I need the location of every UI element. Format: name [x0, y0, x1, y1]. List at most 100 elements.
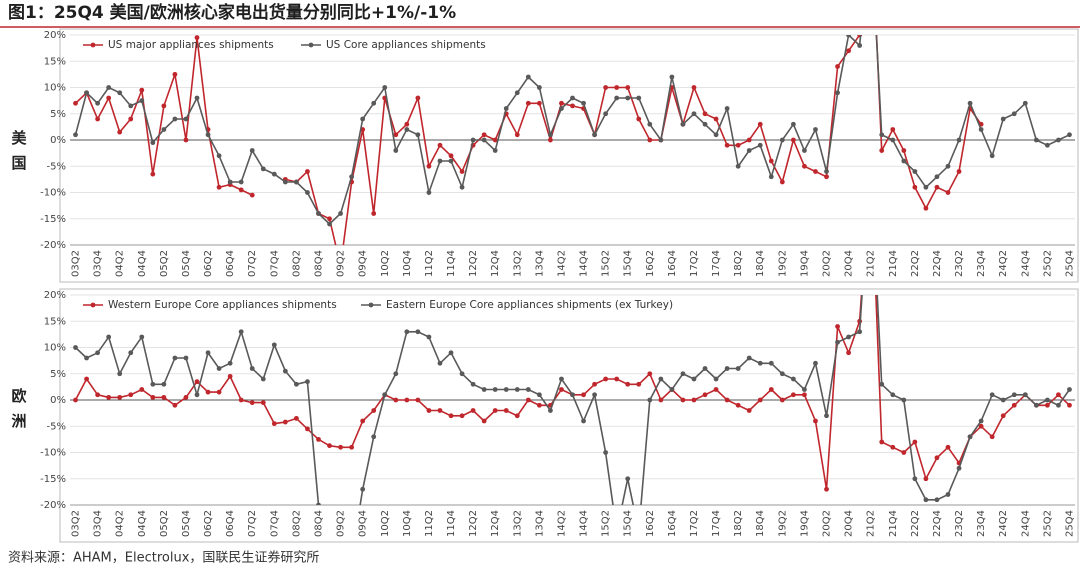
- point: [216, 153, 222, 159]
- point: [901, 397, 907, 403]
- y-tick-label: -15%: [40, 214, 66, 225]
- point: [106, 394, 112, 400]
- point: [879, 148, 885, 153]
- y-tick-label: -5%: [47, 161, 66, 172]
- point: [768, 360, 774, 366]
- point: [459, 413, 465, 419]
- x-tick-label: 14Q2: [556, 510, 567, 537]
- point: [470, 408, 476, 413]
- point: [95, 350, 101, 356]
- point: [702, 392, 708, 398]
- point: [1056, 392, 1061, 398]
- point: [327, 443, 332, 449]
- x-tick-label: 19Q2: [777, 250, 788, 277]
- point: [514, 132, 520, 138]
- point: [779, 137, 785, 143]
- point: [945, 190, 951, 195]
- point: [238, 329, 244, 335]
- point: [492, 408, 498, 413]
- point: [371, 211, 377, 216]
- point: [282, 419, 288, 425]
- x-tick-label: 20Q4: [844, 250, 855, 277]
- point: [338, 444, 343, 450]
- point: [901, 450, 907, 455]
- point: [636, 116, 642, 122]
- x-tick-label: 15Q4: [623, 510, 634, 537]
- point: [1044, 397, 1050, 403]
- point: [459, 371, 465, 377]
- point: [713, 376, 719, 382]
- point: [978, 423, 984, 429]
- point: [106, 95, 112, 101]
- panel-frame: [59, 28, 1079, 283]
- point: [890, 127, 896, 132]
- point: [525, 387, 531, 392]
- x-tick-label: 07Q2: [247, 510, 258, 537]
- x-tick-label: 21Q2: [866, 510, 877, 537]
- x-tick-label: 25Q2: [1042, 250, 1053, 277]
- point: [294, 381, 299, 387]
- point: [802, 392, 807, 398]
- x-tick-label: 06Q2: [203, 510, 214, 537]
- x-tick-label: 13Q4: [534, 510, 545, 537]
- point: [183, 116, 189, 122]
- x-tick-label: 24Q2: [998, 250, 1009, 277]
- point: [890, 137, 896, 143]
- point: [757, 360, 763, 366]
- point: [967, 100, 973, 106]
- point: [205, 350, 211, 356]
- point: [868, 161, 873, 166]
- point: [669, 74, 675, 80]
- x-tick-label: 07Q4: [269, 250, 280, 277]
- x-tick-label: 05Q4: [181, 250, 192, 277]
- point: [481, 132, 487, 138]
- y-tick-label: -5%: [47, 421, 66, 432]
- point: [603, 450, 609, 455]
- point: [978, 418, 984, 424]
- point: [548, 137, 553, 143]
- point: [581, 392, 586, 398]
- point: [956, 169, 962, 174]
- point: [746, 148, 752, 153]
- x-tick-label: 09Q2: [336, 250, 347, 277]
- point: [790, 392, 796, 398]
- point: [216, 366, 222, 371]
- point: [724, 106, 730, 111]
- point: [194, 379, 200, 385]
- point: [150, 394, 156, 400]
- x-tick-label: 19Q4: [799, 250, 810, 277]
- point: [713, 116, 719, 122]
- point: [172, 355, 178, 361]
- point: [338, 211, 343, 216]
- legend-label: US Core appliances shipments: [326, 39, 486, 51]
- x-tick-label: 06Q4: [225, 510, 236, 537]
- point: [393, 397, 399, 403]
- point: [559, 106, 564, 111]
- point: [249, 400, 255, 406]
- point: [404, 127, 410, 132]
- legend-marker: [308, 42, 314, 48]
- point: [658, 137, 664, 143]
- panel-frame: [59, 288, 1079, 543]
- series-line: [74, 295, 1071, 505]
- x-tick-label: 08Q4: [313, 250, 324, 277]
- x-tick-label: 23Q2: [954, 510, 965, 537]
- x-tick-label: 24Q4: [1020, 510, 1031, 537]
- point: [282, 179, 288, 185]
- point: [846, 350, 851, 356]
- x-tick-label: 15Q4: [623, 250, 634, 277]
- point: [216, 184, 222, 190]
- point: [271, 171, 277, 177]
- x-tick-label: 19Q2: [777, 510, 788, 537]
- point: [989, 392, 995, 398]
- point: [150, 171, 156, 177]
- point: [139, 87, 145, 93]
- point: [735, 163, 741, 169]
- point: [713, 132, 719, 138]
- point: [437, 408, 443, 413]
- x-tick-label: 05Q2: [159, 250, 170, 277]
- point: [393, 371, 399, 377]
- x-tick-label: 17Q2: [689, 250, 700, 277]
- x-tick-label: 13Q2: [512, 510, 523, 537]
- point: [691, 397, 697, 403]
